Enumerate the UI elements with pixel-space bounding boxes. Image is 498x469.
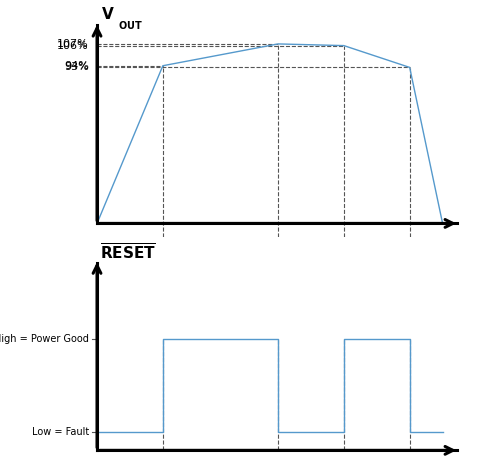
Text: 106%: 106% [57, 41, 89, 51]
Text: High = Power Good: High = Power Good [0, 334, 89, 344]
Text: Low = Fault: Low = Fault [31, 427, 89, 437]
Text: 93%: 93% [64, 62, 89, 72]
Text: $\mathbf{V}$: $\mathbf{V}$ [101, 6, 115, 22]
Text: 107%: 107% [57, 39, 89, 49]
Text: 94%: 94% [64, 61, 89, 71]
Text: $\mathbf{\overline{RESET}}$: $\mathbf{\overline{RESET}}$ [100, 243, 156, 263]
Text: $\mathbf{OUT}$: $\mathbf{OUT}$ [119, 18, 143, 30]
